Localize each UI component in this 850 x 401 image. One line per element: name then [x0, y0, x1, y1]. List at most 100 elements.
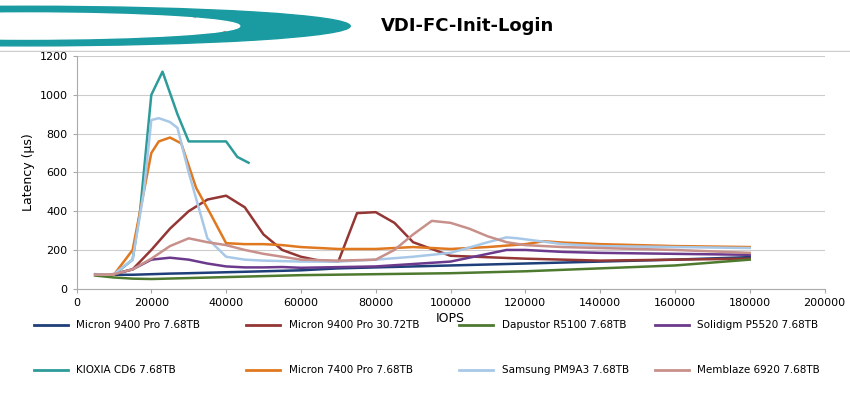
- Micron 7400 Pro 7.68TB: [277, 243, 287, 247]
- Line: Micron 9400 Pro 7.68TB: Micron 9400 Pro 7.68TB: [95, 257, 750, 275]
- Circle shape: [0, 13, 240, 39]
- Micron 9400 Pro 7.68TB: [670, 257, 680, 262]
- Micron 7400 Pro 7.68TB: [745, 245, 755, 249]
- Samsung PM9A3 7.68TB: [173, 126, 183, 130]
- Solidigm P5520 7.68TB: [90, 272, 100, 277]
- Solidigm P5520 7.68TB: [371, 264, 381, 269]
- KIOXIA CD6 7.68TB: [195, 139, 205, 144]
- Micron 7400 Pro 7.68TB: [146, 151, 156, 156]
- Solidigm P5520 7.68TB: [277, 265, 287, 269]
- Micron 9400 Pro 30.72TB: [333, 259, 343, 264]
- Micron 7400 Pro 7.68TB: [109, 272, 119, 277]
- Dapustor R5100 7.68TB: [146, 277, 156, 282]
- Micron 9400 Pro 30.72TB: [371, 210, 381, 215]
- Samsung PM9A3 7.68TB: [502, 235, 512, 240]
- Samsung PM9A3 7.68TB: [139, 189, 149, 194]
- Micron 7400 Pro 7.68TB: [240, 242, 250, 247]
- Text: Micron 7400 Pro 7.68TB: Micron 7400 Pro 7.68TB: [289, 365, 413, 375]
- Micron 9400 Pro 30.72TB: [314, 258, 325, 263]
- Samsung PM9A3 7.68TB: [445, 251, 456, 255]
- Memblaze 6920 7.68TB: [427, 219, 437, 223]
- Solidigm P5520 7.68TB: [221, 264, 231, 269]
- KIOXIA CD6 7.68TB: [146, 93, 156, 97]
- Micron 9400 Pro 30.72TB: [520, 256, 530, 261]
- Micron 7400 Pro 7.68TB: [333, 247, 343, 251]
- Samsung PM9A3 7.68TB: [595, 244, 605, 249]
- Memblaze 6920 7.68TB: [240, 247, 250, 252]
- Memblaze 6920 7.68TB: [202, 240, 212, 245]
- Micron 7400 Pro 7.68TB: [221, 241, 231, 245]
- Micron 9400 Pro 30.72TB: [109, 272, 119, 277]
- Text: Memblaze 6920 7.68TB: Memblaze 6920 7.68TB: [697, 365, 819, 375]
- Micron 9400 Pro 30.72TB: [90, 272, 100, 277]
- KIOXIA CD6 7.68TB: [128, 257, 138, 262]
- Line: Memblaze 6920 7.68TB: Memblaze 6920 7.68TB: [95, 221, 750, 275]
- Micron 7400 Pro 7.68TB: [206, 213, 216, 217]
- Memblaze 6920 7.68TB: [128, 267, 138, 272]
- Memblaze 6920 7.68TB: [109, 272, 119, 277]
- Micron 7400 Pro 7.68TB: [558, 240, 568, 245]
- Micron 9400 Pro 7.68TB: [445, 263, 456, 268]
- Samsung PM9A3 7.68TB: [528, 238, 538, 243]
- KIOXIA CD6 7.68TB: [173, 112, 183, 117]
- Dapustor R5100 7.68TB: [371, 272, 381, 277]
- Solidigm P5520 7.68TB: [670, 251, 680, 256]
- Micron 9400 Pro 30.72TB: [445, 253, 456, 258]
- KIOXIA CD6 7.68TB: [109, 272, 119, 277]
- Dapustor R5100 7.68TB: [670, 263, 680, 268]
- Text: Micron 9400 Pro 30.72TB: Micron 9400 Pro 30.72TB: [289, 320, 420, 330]
- Memblaze 6920 7.68TB: [670, 247, 680, 252]
- KIOXIA CD6 7.68TB: [232, 154, 242, 159]
- Samsung PM9A3 7.68TB: [202, 236, 212, 241]
- Micron 7400 Pro 7.68TB: [595, 242, 605, 247]
- Solidigm P5520 7.68TB: [502, 247, 512, 252]
- Dapustor R5100 7.68TB: [184, 275, 194, 280]
- Micron 7400 Pro 7.68TB: [165, 135, 175, 140]
- Solidigm P5520 7.68TB: [202, 261, 212, 266]
- Text: Solidigm P5520 7.68TB: Solidigm P5520 7.68TB: [697, 320, 818, 330]
- Micron 9400 Pro 30.72TB: [202, 197, 212, 202]
- Text: StorageReview: StorageReview: [64, 16, 230, 36]
- Dapustor R5100 7.68TB: [445, 271, 456, 275]
- Circle shape: [0, 6, 350, 46]
- Micron 9400 Pro 30.72TB: [389, 221, 400, 225]
- Dapustor R5100 7.68TB: [745, 257, 755, 262]
- Memblaze 6920 7.68TB: [389, 247, 400, 252]
- KIOXIA CD6 7.68TB: [206, 139, 216, 144]
- Memblaze 6920 7.68TB: [558, 245, 568, 249]
- Solidigm P5520 7.68TB: [128, 267, 138, 272]
- Solidigm P5520 7.68TB: [745, 252, 755, 257]
- Solidigm P5520 7.68TB: [483, 251, 493, 256]
- Micron 9400 Pro 30.72TB: [296, 254, 306, 259]
- Samsung PM9A3 7.68TB: [109, 272, 119, 277]
- KIOXIA CD6 7.68TB: [90, 272, 100, 277]
- Micron 7400 Pro 7.68TB: [154, 139, 164, 144]
- Micron 7400 Pro 7.68TB: [176, 141, 186, 146]
- Memblaze 6920 7.68TB: [408, 232, 418, 237]
- Solidigm P5520 7.68TB: [258, 265, 269, 270]
- Micron 9400 Pro 30.72TB: [595, 258, 605, 263]
- Solidigm P5520 7.68TB: [558, 249, 568, 254]
- Micron 7400 Pro 7.68TB: [539, 239, 549, 244]
- Text: Micron 9400 Pro 7.68TB: Micron 9400 Pro 7.68TB: [76, 320, 201, 330]
- Micron 7400 Pro 7.68TB: [139, 189, 149, 194]
- Micron 7400 Pro 7.68TB: [191, 186, 201, 190]
- Micron 9400 Pro 30.72TB: [277, 247, 287, 252]
- Micron 9400 Pro 30.72TB: [745, 256, 755, 261]
- Text: Samsung PM9A3 7.68TB: Samsung PM9A3 7.68TB: [502, 365, 629, 375]
- Micron 9400 Pro 7.68TB: [520, 261, 530, 266]
- Solidigm P5520 7.68TB: [445, 259, 456, 264]
- Micron 9400 Pro 30.72TB: [670, 257, 680, 262]
- Micron 9400 Pro 30.72TB: [408, 240, 418, 245]
- Memblaze 6920 7.68TB: [745, 251, 755, 255]
- Micron 7400 Pro 7.68TB: [520, 242, 530, 247]
- Solidigm P5520 7.68TB: [165, 255, 175, 260]
- Line: Micron 7400 Pro 7.68TB: Micron 7400 Pro 7.68TB: [95, 138, 750, 275]
- Samsung PM9A3 7.68TB: [483, 240, 493, 245]
- Y-axis label: Latency (µs): Latency (µs): [22, 134, 35, 211]
- Text: VDI-FC-Init-Login: VDI-FC-Init-Login: [381, 17, 554, 35]
- Dapustor R5100 7.68TB: [595, 266, 605, 271]
- Memblaze 6920 7.68TB: [445, 221, 456, 225]
- Solidigm P5520 7.68TB: [539, 249, 549, 253]
- Micron 9400 Pro 30.72TB: [146, 247, 156, 252]
